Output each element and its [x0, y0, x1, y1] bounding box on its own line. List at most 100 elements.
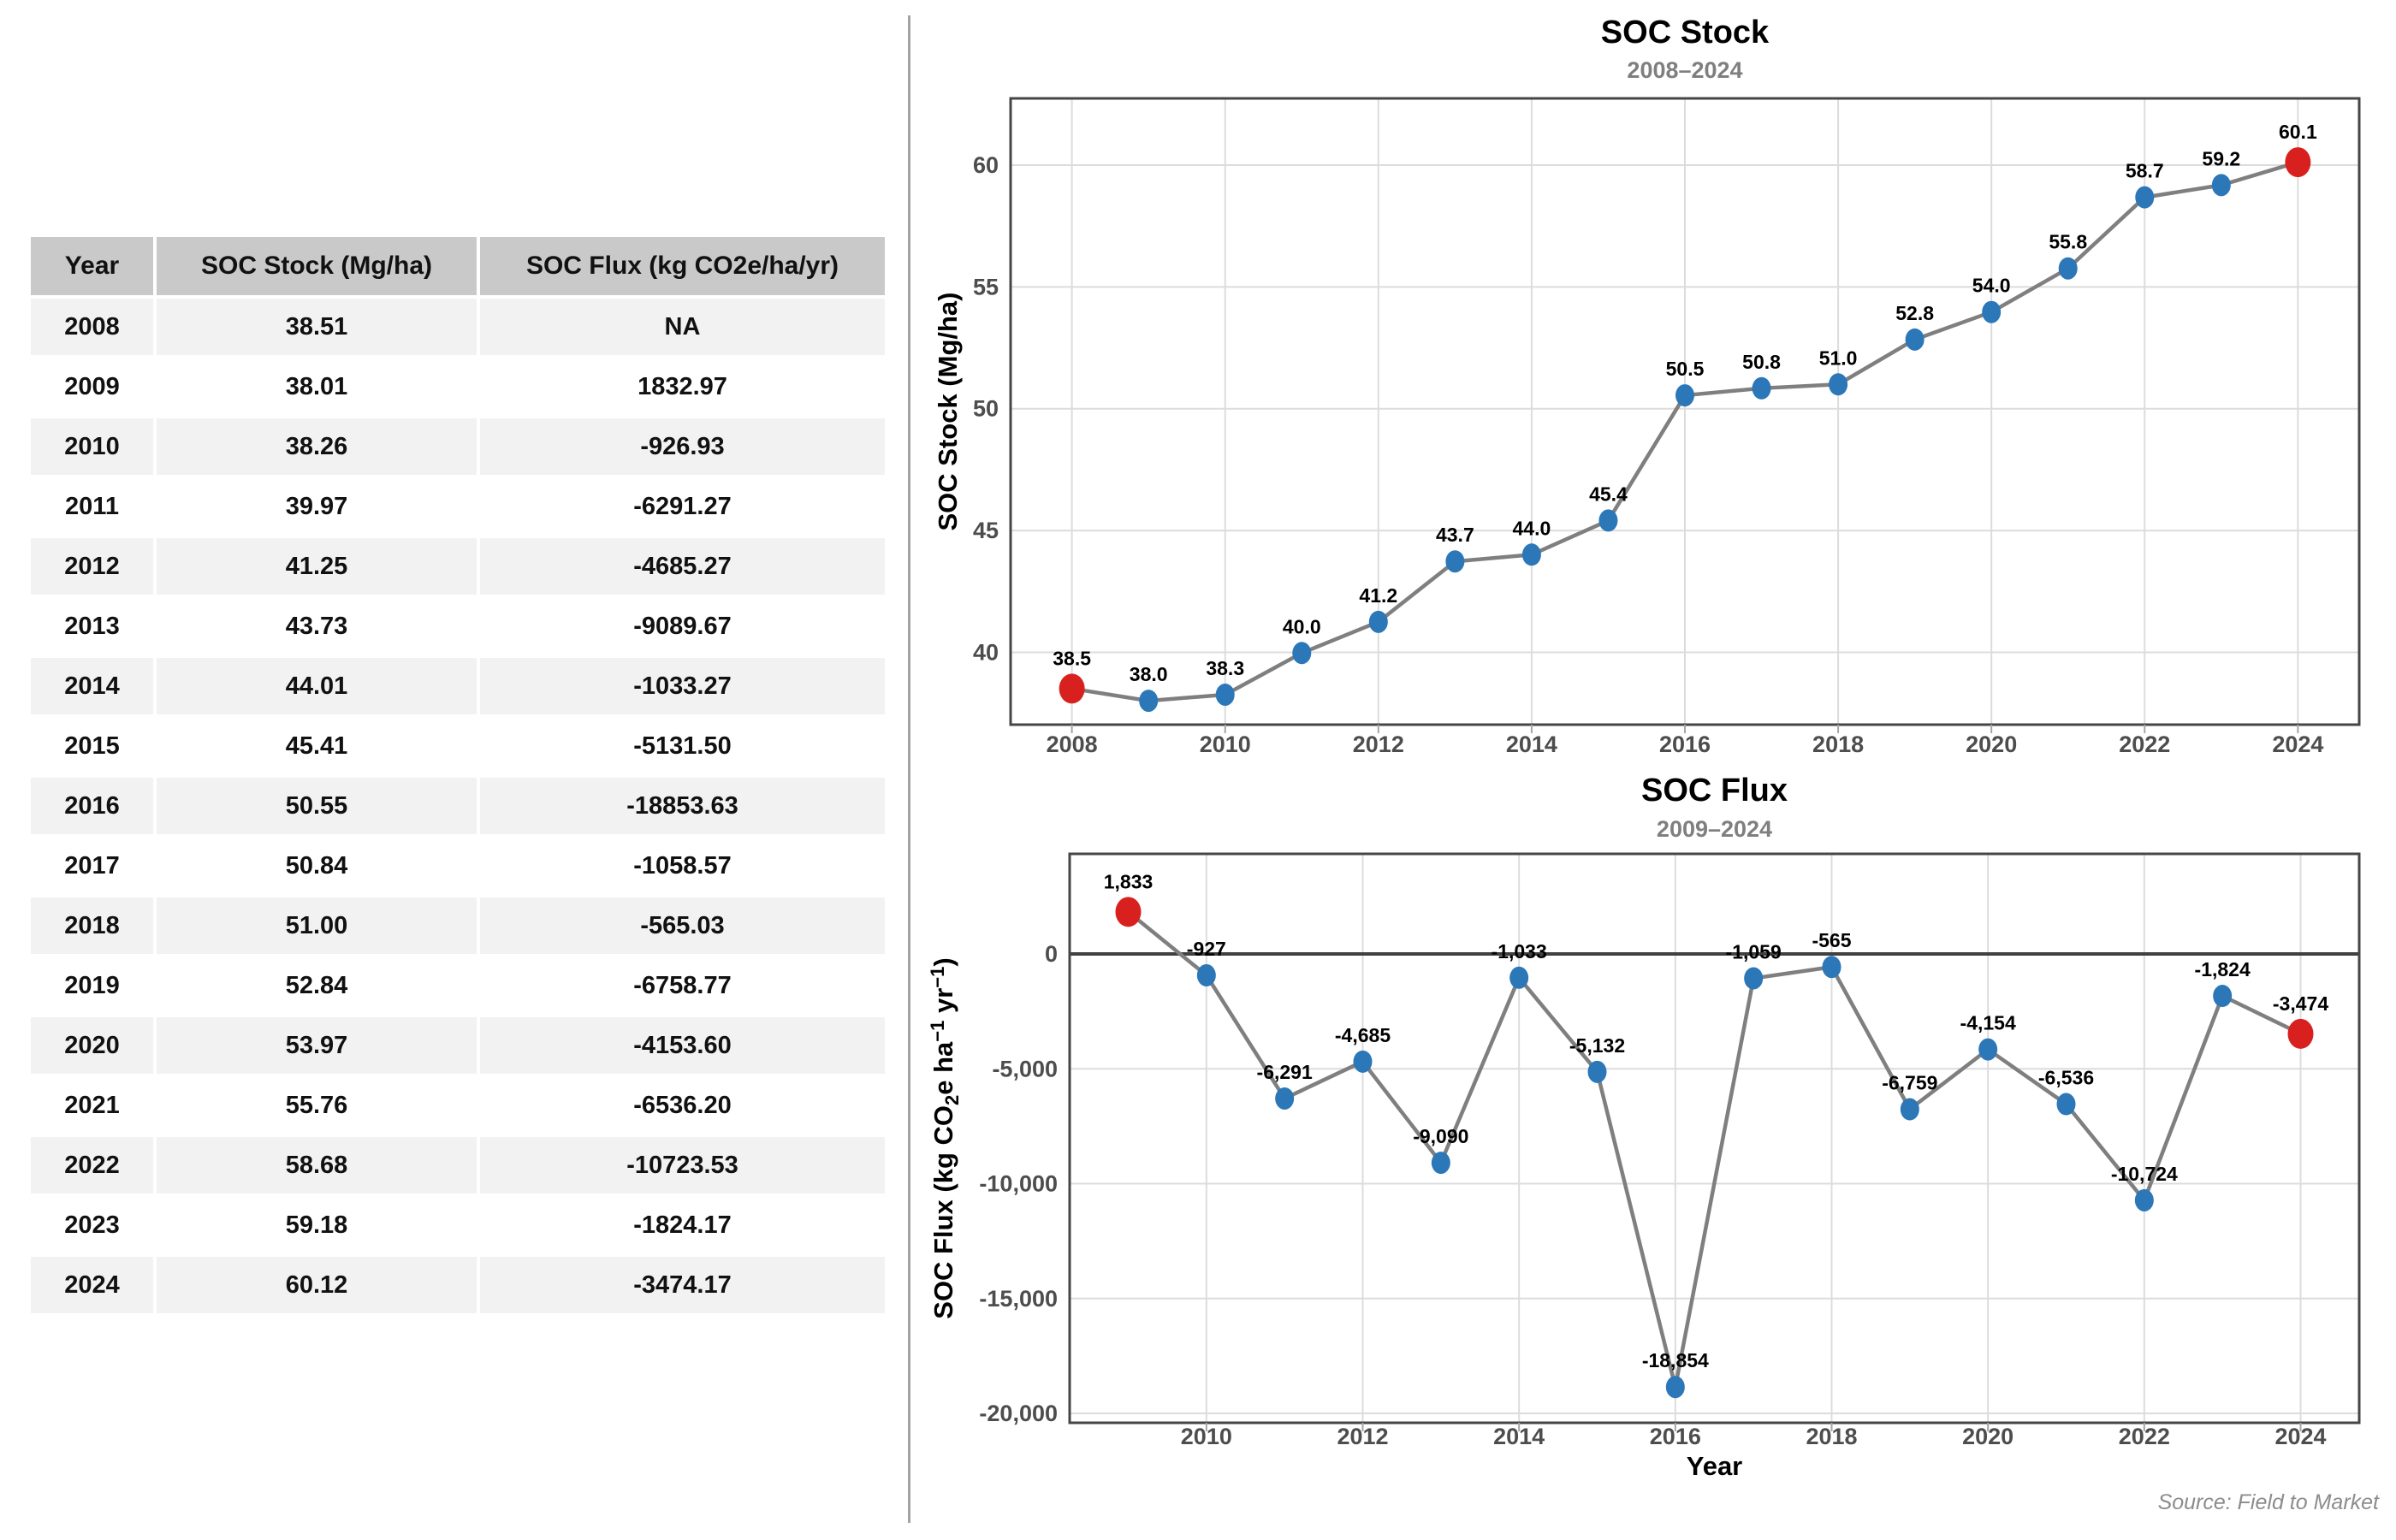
x-tick-label: 2008 — [1047, 732, 1098, 757]
table-cell: NA — [480, 299, 885, 355]
table-cell: 2023 — [31, 1197, 153, 1253]
soc-stock-chart: 38.5 38.0 38.3 40.0 41.2 43.7 44.0 45.4 50.5 50.8… — [933, 15, 2361, 757]
table-cell: 50.55 — [157, 778, 477, 834]
table-cell: 38.01 — [157, 358, 477, 415]
table-row: 2020 53.97 -4153.60 — [31, 1017, 885, 1074]
table-cell: -1058.57 — [480, 838, 885, 894]
data-point-2017 — [1744, 967, 1764, 990]
data-point-label: 50.8 — [1742, 351, 1781, 373]
data-point-label: 58.7 — [2126, 160, 2164, 182]
data-point-2018 — [1822, 956, 1841, 979]
data-point-label: 45.4 — [1589, 483, 1628, 505]
table-row: 2024 60.12 -3474.17 — [31, 1257, 885, 1313]
table-cell: -6758.77 — [480, 957, 885, 1014]
data-point-label: -9,090 — [1413, 1125, 1468, 1147]
column-header: SOC Stock (Mg/ha) — [157, 237, 477, 295]
table-cell: 39.97 — [157, 478, 477, 535]
table-cell: 2013 — [31, 598, 153, 654]
y-tick-label: -15,000 — [979, 1286, 1058, 1312]
table-cell: 60.12 — [157, 1257, 477, 1313]
table-row: 2017 50.84 -1058.57 — [31, 838, 885, 894]
table-row: 2019 52.84 -6758.77 — [31, 957, 885, 1014]
table-row: 2012 41.25 -4685.27 — [31, 538, 885, 595]
data-point-label: 38.5 — [1053, 647, 1091, 669]
data-point-label: 41.2 — [1359, 584, 1397, 607]
table-cell: -565.03 — [480, 897, 885, 954]
soc-table-header: Year SOC Stock (Mg/ha) SOC Flux (kg CO2e/h… — [31, 237, 885, 295]
table-cell: 2016 — [31, 778, 153, 834]
table-cell: 2015 — [31, 718, 153, 774]
table-cell: 2008 — [31, 299, 153, 355]
y-tick-label: 0 — [1045, 941, 1058, 967]
table-cell: -9089.67 — [480, 598, 885, 654]
data-point-label: 60.1 — [2279, 121, 2317, 143]
table-row: 2021 55.76 -6536.20 — [31, 1077, 885, 1134]
data-point-label: -1,033 — [1492, 940, 1547, 962]
data-point-2022 — [2134, 1188, 2154, 1211]
table-cell: 2014 — [31, 658, 153, 714]
data-point-label: -5,132 — [1569, 1034, 1625, 1057]
data-point-label: 44.0 — [1513, 517, 1551, 539]
column-header: Year — [31, 237, 153, 295]
data-point-label: -1,824 — [2195, 958, 2251, 980]
data-point-label: 52.8 — [1895, 302, 1934, 324]
x-tick-label: 2020 — [1962, 1424, 2013, 1449]
data-point-2021 — [2058, 257, 2078, 280]
table-cell: 41.25 — [157, 538, 477, 595]
table-cell: -18853.63 — [480, 778, 885, 834]
chart-subtitle: 2009–2024 — [1657, 816, 1772, 842]
data-point-label: -6,759 — [1882, 1072, 1937, 1094]
table-cell: 2024 — [31, 1257, 153, 1313]
data-point-2012 — [1368, 610, 1388, 633]
chart-title: SOC Stock — [1601, 15, 1770, 50]
table-header-row: Year SOC Stock (Mg/ha) SOC Flux (kg CO2e/h… — [31, 237, 885, 295]
table-row: 2010 38.26 -926.93 — [31, 418, 885, 475]
data-point-2014 — [1521, 543, 1541, 566]
data-point-2020 — [1982, 300, 2002, 323]
data-point-label: -4,685 — [1335, 1024, 1391, 1046]
table-cell: -10723.53 — [480, 1137, 885, 1194]
table-row: 2016 50.55 -18853.63 — [31, 778, 885, 834]
table-cell: 52.84 — [157, 957, 477, 1014]
y-tick-label: -10,000 — [979, 1171, 1058, 1197]
data-point-2012 — [1353, 1050, 1373, 1073]
data-point-label: 40.0 — [1283, 615, 1321, 637]
table-cell: 2010 — [31, 418, 153, 475]
column-header: SOC Flux (kg CO2e/ha/yr) — [480, 237, 885, 295]
x-axis-title: Year — [1687, 1451, 1743, 1481]
table-row: 2015 45.41 -5131.50 — [31, 718, 885, 774]
y-tick-label: 60 — [973, 152, 999, 178]
table-cell: -6536.20 — [480, 1077, 885, 1134]
panel-border — [1068, 852, 2361, 1424]
y-tick-label: -5,000 — [992, 1056, 1058, 1081]
x-tick-label: 2012 — [1337, 1424, 1388, 1449]
data-point-2008 — [1059, 673, 1085, 704]
table-cell: -3474.17 — [480, 1257, 885, 1313]
data-point-label: -6,536 — [2038, 1067, 2094, 1089]
data-point-label: 38.0 — [1130, 663, 1168, 685]
table-row: 2009 38.01 1832.97 — [31, 358, 885, 415]
table-cell: 55.76 — [157, 1077, 477, 1134]
data-point-2017 — [1752, 376, 1771, 400]
data-point-label: 50.5 — [1666, 358, 1705, 380]
data-point-2024 — [2287, 1018, 2314, 1049]
table-cell: 51.00 — [157, 897, 477, 954]
data-point-label: 54.0 — [1972, 275, 2011, 297]
table-cell: 58.68 — [157, 1137, 477, 1194]
data-point-label: -4,154 — [1960, 1012, 2016, 1034]
table-cell: 2011 — [31, 478, 153, 535]
table-row: 2008 38.51 NA — [31, 299, 885, 355]
data-point-label: 38.3 — [1206, 657, 1244, 679]
data-point-2019 — [1905, 328, 1925, 351]
source-note: Source: Field to Market — [2158, 1490, 2380, 1514]
x-tick-label: 2016 — [1659, 732, 1711, 757]
y-axis-title: SOC Stock (Mg/ha) — [933, 292, 963, 530]
soc-flux-chart: 1,833 -927 -6,291 -4,685 -9,090 -1,033 -5,132 -… — [927, 773, 2361, 1481]
soc-table: Year SOC Stock (Mg/ha) SOC Flux (kg CO2e/h… — [27, 234, 888, 1317]
data-point-label: -6,291 — [1257, 1061, 1313, 1083]
table-cell: 2012 — [31, 538, 153, 595]
data-point-2013 — [1431, 1152, 1450, 1175]
table-cell: 50.84 — [157, 838, 477, 894]
data-point-2011 — [1275, 1087, 1295, 1110]
